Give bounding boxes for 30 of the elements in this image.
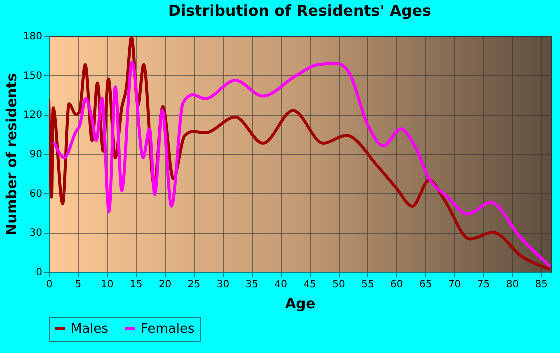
x-tick-label: 70: [448, 280, 462, 290]
x-tick-label: 75: [477, 280, 490, 290]
x-tick-label: 65: [419, 280, 432, 290]
x-tick-label: 40: [274, 280, 288, 290]
x-tick-label: 5: [75, 280, 82, 290]
y-tick-label: 30: [30, 228, 42, 240]
x-tick-label: 30: [216, 280, 230, 290]
x-tick-label: 20: [158, 280, 172, 290]
x-tick-label: 80: [506, 280, 520, 290]
x-tick-label: 85: [535, 280, 548, 290]
x-tick-label: 60: [390, 280, 404, 290]
x-tick-label: 45: [304, 280, 316, 290]
y-tick-label: 90: [30, 150, 42, 160]
x-tick-label: 35: [246, 280, 259, 290]
x-tick-label: 10: [101, 280, 114, 290]
y-tick-label: 180: [23, 32, 42, 42]
x-tick-label: 0: [46, 280, 53, 290]
y-tick-label: 60: [30, 188, 42, 200]
x-tick-label: 50: [332, 280, 346, 290]
legend-label: Females: [141, 322, 196, 337]
x-tick-label: 15: [130, 280, 143, 290]
chart-title: Distribution of Residents' Ages: [168, 2, 432, 20]
y-tick-label: 120: [23, 110, 42, 122]
x-tick-label: 55: [362, 280, 374, 290]
y-tick-label: 0: [36, 268, 42, 278]
legend-label: Males: [71, 322, 109, 337]
y-axis-title: Number of residents: [4, 73, 20, 236]
x-tick-label: 25: [188, 280, 201, 290]
x-axis-title: Age: [285, 296, 316, 312]
y-tick-label: 150: [23, 70, 42, 82]
